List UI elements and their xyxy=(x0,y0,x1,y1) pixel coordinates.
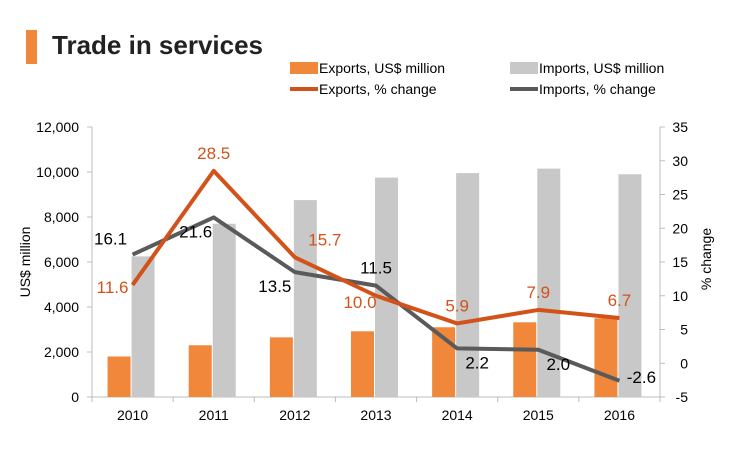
y-tick-label-right: 35 xyxy=(672,119,688,135)
exports-bar xyxy=(513,322,537,397)
exports-change-label: 10.0 xyxy=(343,293,376,312)
imports-bar xyxy=(293,200,317,397)
legend-label: Exports, % change xyxy=(319,81,437,97)
y-tick-label-left: 6,000 xyxy=(44,254,79,270)
exports-change-line xyxy=(130,168,620,326)
imports-change-line xyxy=(131,215,621,383)
exports-bar xyxy=(269,337,293,397)
x-tick-label: 2014 xyxy=(442,407,473,423)
y-tick-label-right: 10 xyxy=(672,288,688,304)
y-tick-label-right: 25 xyxy=(672,187,688,203)
exports-change-label: 6.7 xyxy=(608,291,632,310)
legend-swatch xyxy=(290,62,318,74)
y-axis-title-left: US$ million xyxy=(17,227,33,298)
imports-bar xyxy=(456,173,480,397)
exports-change-label: 5.9 xyxy=(445,296,469,315)
imports-change-label: 2.0 xyxy=(546,355,570,374)
imports-change-label: 16.1 xyxy=(94,230,127,249)
exports-bar xyxy=(188,345,212,397)
legend-label: Imports, US$ million xyxy=(539,60,664,76)
y-tick-label-left: 0 xyxy=(71,389,79,405)
imports-change-label: 11.5 xyxy=(360,259,392,278)
imports-bar xyxy=(131,256,155,397)
imports-change-label: 13.5 xyxy=(258,277,291,296)
imports-bar xyxy=(212,223,236,397)
imports-bar xyxy=(375,177,398,397)
imports-bar xyxy=(537,168,561,397)
exports-change-label: 7.9 xyxy=(526,283,550,302)
exports-bar xyxy=(351,331,374,397)
exports-change-label: 28.5 xyxy=(197,144,230,163)
imports-change-label: 2.2 xyxy=(465,353,489,372)
x-tick-label: 2010 xyxy=(117,407,148,423)
legend-label: Exports, US$ million xyxy=(319,60,445,76)
y-tick-label-left: 12,000 xyxy=(36,119,79,135)
exports-change-label: 11.6 xyxy=(97,278,129,297)
y-tick-label-right: -5 xyxy=(676,389,689,405)
legend-label: Imports, % change xyxy=(539,81,656,97)
x-tick-label: 2016 xyxy=(604,407,635,423)
legend-swatch xyxy=(510,62,538,74)
x-tick-label: 2011 xyxy=(199,407,229,423)
y-tick-label-left: 2,000 xyxy=(44,344,79,360)
exports-change-label: 15.7 xyxy=(308,230,341,249)
exports-bar xyxy=(594,318,618,397)
imports-change-label: -2.6 xyxy=(627,368,656,387)
x-tick-label: 2013 xyxy=(360,407,391,423)
exports-bar xyxy=(107,356,131,397)
title-accent-bar xyxy=(26,30,37,64)
y-tick-label-right: 5 xyxy=(680,322,688,338)
y-tick-label-left: 10,000 xyxy=(36,164,79,180)
y-tick-label-right: 20 xyxy=(672,220,688,236)
chart-title: Trade in services xyxy=(52,30,264,60)
imports-change-label: 21.6 xyxy=(179,222,212,241)
y-tick-label-left: 4,000 xyxy=(44,299,79,315)
y-tick-label-left: 8,000 xyxy=(44,209,79,225)
y-tick-label-right: 15 xyxy=(672,254,688,270)
y-tick-label-right: 30 xyxy=(672,153,688,169)
y-axis-title-right: % change xyxy=(698,228,714,290)
y-tick-label-right: 0 xyxy=(680,355,688,371)
imports-bar xyxy=(618,174,642,397)
x-tick-label: 2015 xyxy=(523,407,554,423)
x-tick-label: 2012 xyxy=(279,407,310,423)
